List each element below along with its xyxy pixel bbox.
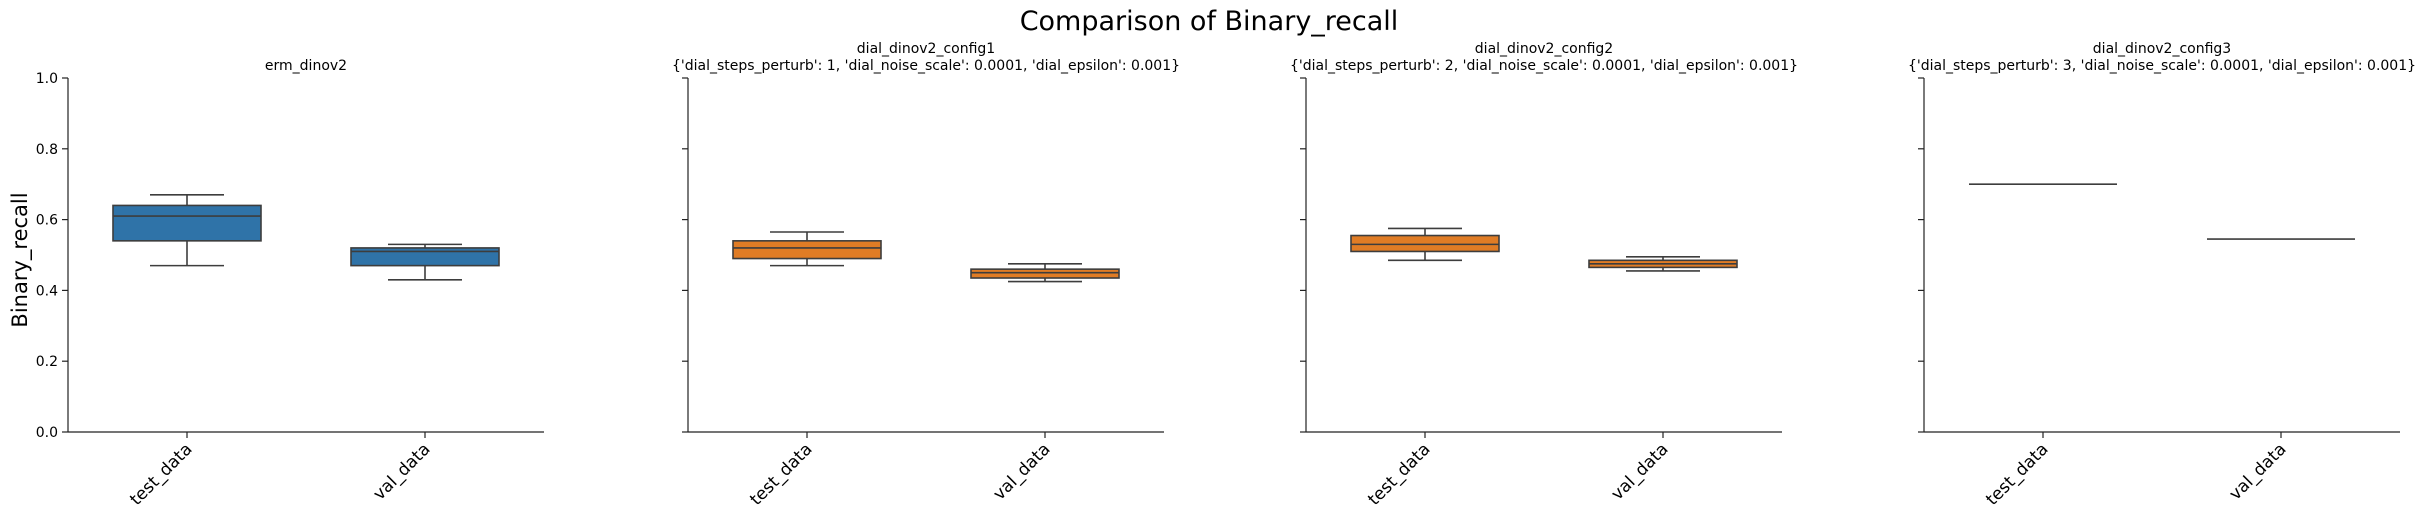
panel-title: dial_dinov2_config2	[1475, 41, 1613, 57]
x-tick-label: val_data	[1607, 439, 1672, 504]
x-tick-label: val_data	[369, 439, 434, 504]
panel-title: dial_dinov2_config3	[2093, 41, 2231, 57]
figure-title: Comparison of Binary_recall	[1020, 6, 1399, 37]
x-tick-label: test_data	[126, 439, 196, 509]
box-body	[350, 247, 500, 267]
x-tick-label: test_data	[1982, 439, 2052, 509]
y-tick-label: 0.8	[36, 142, 58, 158]
box-body	[732, 240, 882, 260]
y-axis-label: Binary_recall	[8, 192, 33, 327]
y-tick-label: 0.2	[36, 354, 58, 370]
panel-subtitle: {'dial_steps_perturb': 2, 'dial_noise_sc…	[1290, 58, 1798, 74]
box-body	[112, 204, 262, 242]
panel-title: dial_dinov2_config1	[857, 41, 995, 57]
panel-2: dial_dinov2_config1{'dial_steps_perturb'…	[672, 41, 1180, 510]
panel-subtitle: {'dial_steps_perturb': 1, 'dial_noise_sc…	[672, 58, 1180, 74]
x-tick-label: test_data	[746, 439, 816, 509]
panel-subtitle: {'dial_steps_perturb': 3, 'dial_noise_sc…	[1908, 58, 2416, 74]
box-val_data	[970, 263, 1120, 283]
y-tick-label: 0.6	[36, 213, 58, 229]
panel-3: dial_dinov2_config2{'dial_steps_perturb'…	[1290, 41, 1798, 510]
x-tick-label: val_data	[989, 439, 1054, 504]
panel-title: erm_dinov2	[265, 58, 347, 74]
x-tick-label: test_data	[1364, 439, 1434, 509]
x-tick-label: val_data	[2225, 439, 2290, 504]
panel-1: erm_dinov2 0.0 0.2 0.4 0.6 0.8 1.0 test_data val…	[36, 58, 544, 510]
box-test_data	[112, 194, 262, 267]
box-test_data	[1350, 227, 1500, 262]
box-test_data	[732, 231, 882, 267]
y-tick-label: 0.0	[36, 425, 58, 441]
box-body	[970, 268, 1120, 279]
panels: erm_dinov2 0.0 0.2 0.4 0.6 0.8 1.0 test_data val…	[36, 41, 2416, 510]
y-tick-label: 1.0	[36, 71, 58, 87]
box-val_data	[350, 243, 500, 281]
box-val_data	[1588, 255, 1738, 272]
panel-4: dial_dinov2_config3{'dial_steps_perturb'…	[1908, 41, 2416, 510]
box-body	[1350, 234, 1500, 253]
y-tick-label: 0.4	[36, 283, 58, 299]
